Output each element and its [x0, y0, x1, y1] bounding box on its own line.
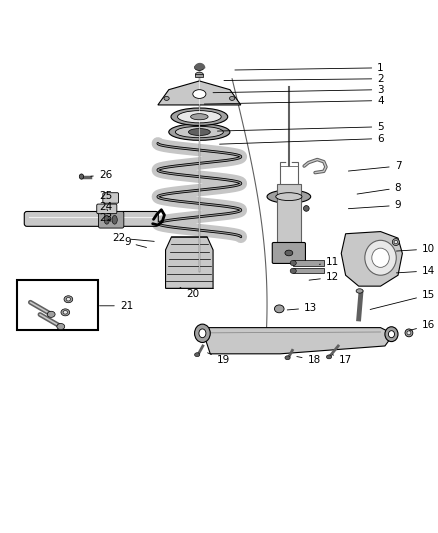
Ellipse shape	[63, 311, 67, 314]
Ellipse shape	[79, 174, 84, 179]
Ellipse shape	[356, 289, 363, 293]
Ellipse shape	[267, 190, 311, 203]
Text: 26: 26	[91, 170, 112, 180]
Ellipse shape	[191, 114, 208, 120]
Ellipse shape	[290, 268, 296, 273]
Text: 22: 22	[112, 233, 154, 243]
Ellipse shape	[171, 108, 228, 125]
Ellipse shape	[66, 297, 71, 301]
Ellipse shape	[405, 329, 413, 337]
Ellipse shape	[394, 240, 398, 244]
Ellipse shape	[194, 64, 204, 70]
Bar	[195, 74, 203, 77]
Ellipse shape	[304, 206, 309, 211]
Text: 12: 12	[309, 272, 339, 282]
Ellipse shape	[285, 250, 293, 256]
Text: 21: 21	[99, 301, 133, 311]
Polygon shape	[158, 81, 241, 105]
Text: 6: 6	[219, 134, 384, 144]
Text: 8: 8	[357, 183, 401, 194]
Ellipse shape	[177, 111, 221, 123]
Text: 18: 18	[297, 355, 321, 365]
Text: 23: 23	[99, 213, 112, 223]
Ellipse shape	[112, 215, 117, 224]
Ellipse shape	[230, 96, 235, 100]
Ellipse shape	[188, 128, 210, 135]
Polygon shape	[341, 231, 403, 286]
Text: 20: 20	[180, 287, 199, 298]
Text: 4: 4	[204, 95, 384, 106]
Ellipse shape	[194, 324, 210, 343]
Ellipse shape	[61, 309, 70, 316]
Text: 9: 9	[348, 200, 401, 211]
Bar	[293, 268, 324, 273]
Text: 2: 2	[224, 74, 384, 84]
Ellipse shape	[104, 215, 110, 224]
Ellipse shape	[57, 324, 65, 329]
Ellipse shape	[193, 90, 206, 99]
Ellipse shape	[385, 327, 398, 342]
Text: 13: 13	[287, 303, 317, 313]
Ellipse shape	[194, 353, 200, 357]
Ellipse shape	[275, 305, 284, 313]
FancyBboxPatch shape	[272, 243, 305, 263]
Bar	[293, 260, 324, 265]
Bar	[280, 161, 297, 188]
FancyBboxPatch shape	[103, 193, 119, 203]
Ellipse shape	[285, 356, 290, 360]
FancyBboxPatch shape	[97, 204, 117, 214]
Bar	[17, 280, 98, 330]
Ellipse shape	[365, 240, 396, 275]
Ellipse shape	[175, 126, 223, 138]
Ellipse shape	[389, 330, 395, 338]
Text: 11: 11	[319, 257, 339, 267]
Ellipse shape	[169, 124, 230, 140]
Ellipse shape	[64, 296, 73, 303]
Text: 16: 16	[410, 320, 435, 330]
Text: 14: 14	[396, 266, 435, 276]
Text: 17: 17	[332, 354, 352, 365]
FancyBboxPatch shape	[24, 212, 158, 227]
Ellipse shape	[199, 329, 206, 338]
Text: 5: 5	[217, 122, 384, 132]
Text: 24: 24	[99, 201, 112, 212]
Ellipse shape	[195, 72, 203, 77]
Polygon shape	[166, 237, 213, 288]
Polygon shape	[201, 328, 394, 354]
Ellipse shape	[407, 331, 411, 335]
Ellipse shape	[276, 193, 302, 200]
Bar	[277, 183, 301, 247]
Text: 3: 3	[213, 85, 384, 95]
Ellipse shape	[372, 248, 389, 268]
Text: 25: 25	[99, 191, 112, 201]
Text: 10: 10	[396, 244, 435, 254]
Text: 9: 9	[124, 238, 146, 247]
Text: 15: 15	[370, 290, 435, 310]
Ellipse shape	[47, 311, 55, 317]
Text: 7: 7	[348, 161, 401, 171]
Ellipse shape	[164, 96, 169, 100]
Ellipse shape	[326, 355, 332, 359]
Text: 19: 19	[208, 353, 230, 365]
Text: 1: 1	[235, 63, 384, 73]
Ellipse shape	[290, 261, 296, 265]
Ellipse shape	[392, 239, 399, 246]
FancyBboxPatch shape	[99, 212, 124, 228]
